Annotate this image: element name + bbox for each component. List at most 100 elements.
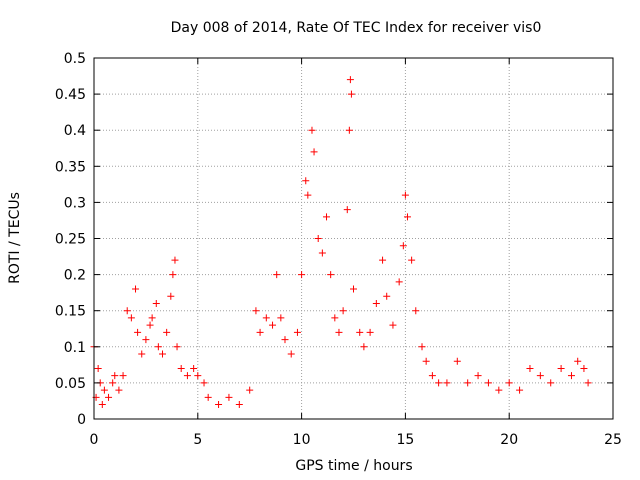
data-point: [252, 307, 260, 315]
y-tick-label: 0.2: [64, 268, 86, 284]
data-point: [169, 271, 177, 279]
data-point: [453, 357, 461, 365]
data-point: [154, 343, 162, 351]
data-point: [399, 242, 407, 250]
y-tick-label: 0: [77, 412, 86, 428]
data-point: [350, 285, 357, 293]
y-tick-label: 0.35: [55, 159, 86, 175]
data-point: [152, 299, 160, 307]
x-tick-label: 5: [193, 432, 202, 448]
data-point: [173, 343, 181, 351]
data-point: [183, 372, 191, 380]
data-point: [159, 350, 167, 358]
data-point: [281, 336, 289, 344]
data-point: [98, 401, 106, 409]
data-point: [345, 126, 353, 134]
data-point: [327, 271, 335, 279]
data-point: [574, 357, 582, 365]
data-point: [119, 372, 127, 380]
data-point: [204, 393, 212, 401]
data-point: [360, 343, 368, 351]
data-point: [273, 271, 281, 279]
y-tick-label: 0.25: [55, 232, 86, 248]
data-point: [335, 328, 343, 336]
x-tick-label: 25: [604, 432, 622, 448]
data-point: [403, 213, 411, 221]
chart-title: Day 008 of 2014, Rate Of TEC Index for r…: [171, 20, 542, 36]
data-point: [372, 299, 380, 307]
y-tick-label: 0.5: [64, 51, 86, 67]
x-tick-label: 20: [500, 432, 518, 448]
data-point: [401, 191, 409, 199]
data-point: [484, 379, 492, 387]
data-point: [347, 90, 355, 98]
data-point: [428, 372, 436, 380]
data-point: [366, 328, 374, 336]
data-point: [383, 292, 391, 300]
data-point: [310, 148, 318, 156]
data-point: [314, 235, 322, 242]
data-point: [100, 386, 108, 394]
data-point: [171, 256, 179, 264]
data-point: [474, 372, 482, 380]
data-point: [127, 314, 135, 322]
data-point: [293, 328, 301, 336]
data-point: [142, 336, 150, 344]
data-point: [302, 177, 310, 185]
y-tick-label: 0.45: [55, 87, 86, 103]
data-point: [194, 372, 202, 380]
data-point: [379, 256, 387, 264]
y-tick-label: 0.1: [64, 340, 86, 356]
data-point: [547, 379, 555, 387]
data-point: [262, 314, 270, 322]
data-point: [167, 292, 175, 300]
data-point: [318, 249, 326, 257]
data-point: [495, 386, 503, 394]
data-point: [146, 321, 154, 329]
data-point: [339, 307, 347, 315]
data-point: [418, 343, 426, 351]
data-point: [505, 379, 513, 387]
data-point: [225, 393, 233, 401]
data-point: [148, 314, 156, 322]
data-point: [343, 206, 351, 214]
data-point: [134, 328, 142, 336]
x-axis-ticks: 0 5 10 15 20 25: [90, 58, 622, 448]
data-point: [516, 386, 524, 394]
data-point: [138, 350, 146, 358]
data-point: [304, 191, 312, 199]
grid: [94, 58, 613, 419]
x-tick-label: 15: [396, 432, 414, 448]
data-point: [246, 386, 254, 394]
data-point: [308, 126, 316, 134]
data-point: [287, 350, 295, 358]
data-point: [111, 372, 119, 380]
data-point: [408, 256, 416, 264]
data-point: [115, 386, 123, 394]
y-tick-label: 0.4: [64, 123, 86, 139]
x-axis-label: GPS time / hours: [295, 458, 412, 474]
data-point: [256, 328, 264, 336]
data-point: [200, 379, 208, 387]
data-point: [422, 357, 430, 365]
data-point: [395, 278, 403, 286]
data-point: [190, 364, 198, 372]
y-tick-label: 0.3: [64, 195, 86, 211]
data-point: [94, 364, 102, 372]
y-tick-label: 0.05: [55, 376, 86, 392]
data-point: [177, 364, 185, 372]
data-point: [105, 393, 113, 401]
data-point: [346, 76, 354, 84]
data-point: [323, 213, 331, 221]
x-tick-label: 10: [293, 432, 311, 448]
y-axis-label: ROTI / TECUs: [7, 192, 23, 284]
data-point: [526, 364, 534, 372]
data-point: [536, 372, 544, 380]
data-point: [132, 285, 140, 293]
data-point: [298, 271, 306, 279]
data-point: [269, 321, 277, 329]
y-axis-ticks: 0 0.05 0.1 0.15 0.2 0.25 0.3 0.35 0.4 0.45 0.5: [55, 51, 613, 428]
data-points: [90, 76, 592, 409]
y-tick-label: 0.15: [55, 304, 86, 320]
